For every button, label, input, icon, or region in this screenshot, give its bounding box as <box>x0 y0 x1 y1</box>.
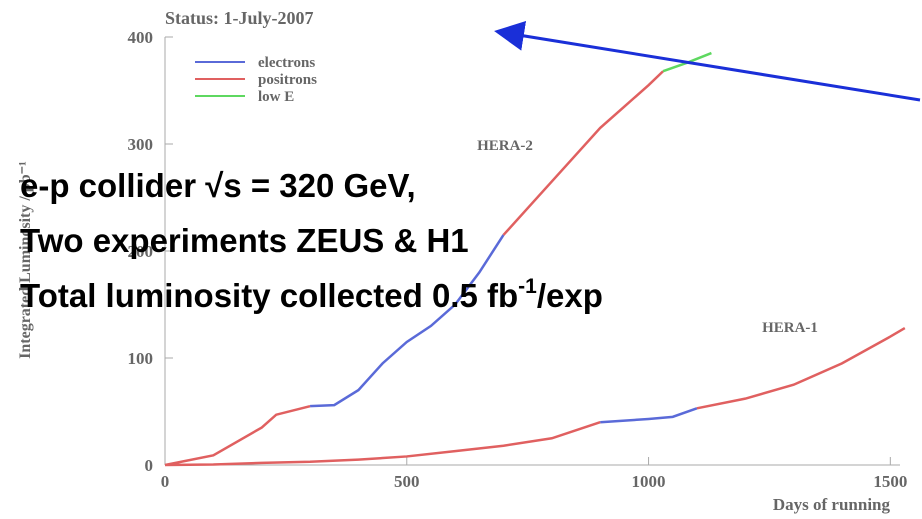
annotation: HERA-1 <box>762 320 818 336</box>
x-tick-label: 500 <box>394 472 420 491</box>
slide-text: /exp <box>537 277 603 314</box>
legend-label: positrons <box>258 72 317 88</box>
y-tick-label: 300 <box>128 135 154 154</box>
y-tick-label: 200 <box>128 242 154 261</box>
superscript: -1 <box>518 275 537 298</box>
legend-label: electrons <box>258 55 315 71</box>
y-axis-label: Integrated Luminosity / pb⁻¹ <box>17 161 34 359</box>
slide-text: Total luminosity collected 0.5 fb-1/exp <box>20 275 603 314</box>
legend-label: low E <box>258 89 294 105</box>
slide-text: Two experiments ZEUS & H1 <box>20 222 469 259</box>
y-tick-label: 100 <box>128 349 154 368</box>
y-tick-label: 0 <box>145 456 154 475</box>
chart-title: Status: 1-July-2007 <box>165 8 314 28</box>
x-tick-label: 1000 <box>632 472 666 491</box>
x-tick-label: 1500 <box>873 472 907 491</box>
slide-text: Total luminosity collected 0.5 fb <box>20 277 518 314</box>
arrow <box>494 21 921 102</box>
x-tick-label: 0 <box>161 472 170 491</box>
annotation: HERA-2 <box>477 138 533 154</box>
line <box>164 70 906 467</box>
line <box>310 234 698 424</box>
y-tick-label: 400 <box>128 28 154 47</box>
slide-text: e-p collider √s = 320 GeV, <box>20 167 416 204</box>
x-axis-label: Days of running <box>773 495 891 514</box>
